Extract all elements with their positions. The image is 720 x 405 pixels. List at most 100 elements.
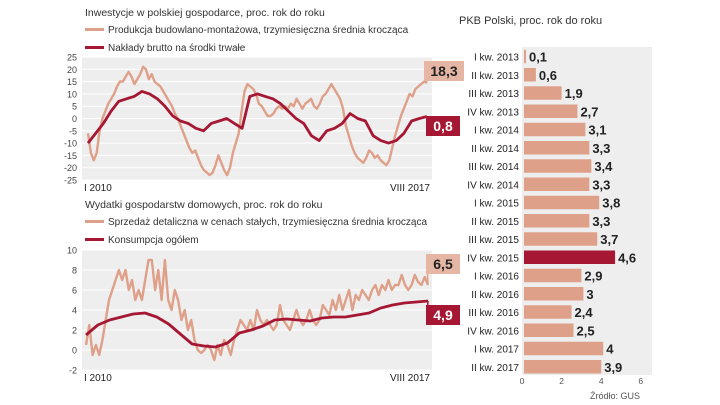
bar-category-label: I kw. 2015	[474, 199, 519, 210]
linechart2-legend-label-2: Konsumpcja ogółem	[108, 235, 199, 246]
linechart1-ytick-label: -25	[64, 176, 77, 186]
bar	[524, 287, 584, 301]
linechart2-end-value-box-1	[426, 254, 460, 274]
bar	[524, 177, 590, 191]
linechart1-x-end-label: VIII 2017	[390, 183, 430, 194]
bar-category-label: I kw. 2016	[474, 272, 519, 283]
bar-value-label: 4,6	[618, 250, 636, 265]
linechart1-ytick-label: 20	[67, 65, 77, 75]
linechart1-end-value-box-1	[424, 61, 464, 81]
linechart2-ytick-label: 8	[72, 266, 77, 276]
bar	[524, 104, 578, 118]
bar-xtick-label: 4	[599, 376, 604, 386]
bar	[524, 214, 590, 228]
bar	[524, 159, 592, 173]
bar-category-label: IV kw. 2013	[467, 107, 519, 118]
bar-category-label: II kw. 2017	[471, 363, 519, 374]
bar-value-label: 2,5	[577, 323, 595, 338]
linechart1-ytick-label: -15	[64, 151, 77, 161]
linechart2-ytick-label: 10	[67, 246, 77, 256]
linechart2-end-value-label-1: 6,5	[433, 256, 453, 272]
bar	[524, 86, 562, 100]
linechart2-x-start-label: I 2010	[84, 373, 112, 384]
linechart1-ytick-label: -5	[69, 126, 77, 136]
linechart1-end-value-box-2	[426, 116, 460, 136]
bar-value-label: 0,1	[529, 50, 547, 65]
bar-value-label: 3,3	[592, 177, 610, 192]
bar-value-label: 1,9	[565, 86, 583, 101]
linechart1-end-value-label-2: 0,8	[433, 118, 453, 134]
bar	[524, 305, 572, 319]
bar-category-label: I kw. 2017	[474, 345, 519, 356]
linechart1-ytick-label: 15	[67, 77, 77, 87]
linechart2-end-value-label-2: 4,9	[433, 307, 453, 323]
bar-xtick-label: 0	[520, 376, 525, 386]
bar-value-label: 3,7	[600, 232, 618, 247]
bar	[524, 250, 616, 264]
bar-value-label: 3,3	[592, 214, 610, 229]
bar	[524, 268, 582, 283]
bar-value-label: 3,9	[604, 360, 622, 375]
bar-category-label: I kw. 2013	[474, 53, 519, 64]
bar	[524, 195, 600, 210]
linechart1-end-value-label-1: 18,3	[430, 63, 457, 79]
bar-value-label: 3,1	[588, 123, 606, 138]
bar	[524, 360, 602, 374]
bar	[524, 141, 590, 155]
bar-value-label: 3,3	[592, 141, 610, 156]
linechart1-legend-label-1: Produkcja budowlano-montażowa, trzymiesi…	[108, 25, 409, 36]
linechart1-ytick-label: -20	[64, 163, 77, 173]
linechart1-ytick-label: -10	[64, 139, 77, 149]
bar-value-label: 3	[586, 287, 593, 302]
linechart2-end-value-box-2	[426, 305, 460, 325]
bar-category-label: II kw. 2016	[471, 290, 519, 301]
linechart1-x-start-label: I 2010	[84, 183, 112, 194]
linechart1-series-line-2	[86, 90, 428, 145]
bar-value-label: 2,4	[575, 305, 594, 320]
bar-category-label: I kw. 2014	[474, 126, 519, 137]
bar-xtick-label: 2	[559, 376, 564, 386]
linechart2-legend-label-1: Sprzedaż detaliczna w cenach stałych, tr…	[108, 217, 427, 228]
linechart1-ytick-label: 5	[72, 102, 77, 112]
linechart2-ytick-label: 6	[72, 286, 77, 296]
bar-category-label: II kw. 2014	[471, 144, 519, 155]
linechart2-x-end-label: VIII 2017	[390, 373, 430, 384]
linechart1-ytick-label: 25	[67, 53, 77, 63]
bar-value-label: 2,7	[580, 104, 598, 119]
bar-category-label: III kw. 2014	[468, 162, 519, 173]
bar-category-label: IV kw. 2015	[467, 253, 519, 264]
bar-category-label: IV kw. 2016	[467, 326, 519, 337]
linechart2-series-line-2	[85, 299, 429, 349]
bar-chart-title: PKB Polski, proc. rok do roku	[459, 15, 602, 27]
bar	[524, 122, 586, 137]
bar-xtick-label: 6	[638, 376, 643, 386]
bar	[524, 232, 598, 246]
bar-value-label: 3,4	[594, 159, 613, 174]
source-note: Źródło: GUS	[590, 391, 640, 401]
bar	[524, 68, 536, 82]
linechart2-series-line-1	[84, 258, 430, 362]
bar-value-label: 2,9	[584, 269, 602, 284]
bar-category-label: II kw. 2015	[471, 217, 519, 228]
bar	[524, 323, 574, 337]
bar-value-label: 4	[606, 342, 614, 357]
linechart2-ytick-label: 0	[72, 346, 77, 356]
bar-value-label: 0,6	[539, 68, 557, 83]
linechart1-ytick-label: 0	[72, 114, 77, 124]
linechart2-ytick-label: 4	[72, 306, 77, 316]
linechart1-ytick-label: 10	[67, 89, 77, 99]
linechart2-ytick-label: -2	[69, 366, 77, 376]
linechart1-title: Inwestycje w polskiej gospodarce, proc. …	[85, 7, 325, 19]
bar-value-label: 3,8	[602, 196, 620, 211]
bar	[524, 341, 604, 356]
linechart2-title: Wydatki gospodarstw domowych, proc. rok …	[85, 199, 323, 211]
bar-category-label: IV kw. 2014	[467, 180, 519, 191]
bar-chart-background	[522, 47, 652, 375]
linechart1-legend-label-2: Nakłady brutto na środki trwałe	[108, 43, 246, 54]
bar	[524, 49, 526, 64]
linechart2-ytick-label: 2	[72, 326, 77, 336]
bar-category-label: II kw. 2013	[471, 71, 519, 82]
bar-category-label: III kw. 2016	[468, 308, 519, 319]
bar-category-label: III kw. 2015	[468, 235, 519, 246]
